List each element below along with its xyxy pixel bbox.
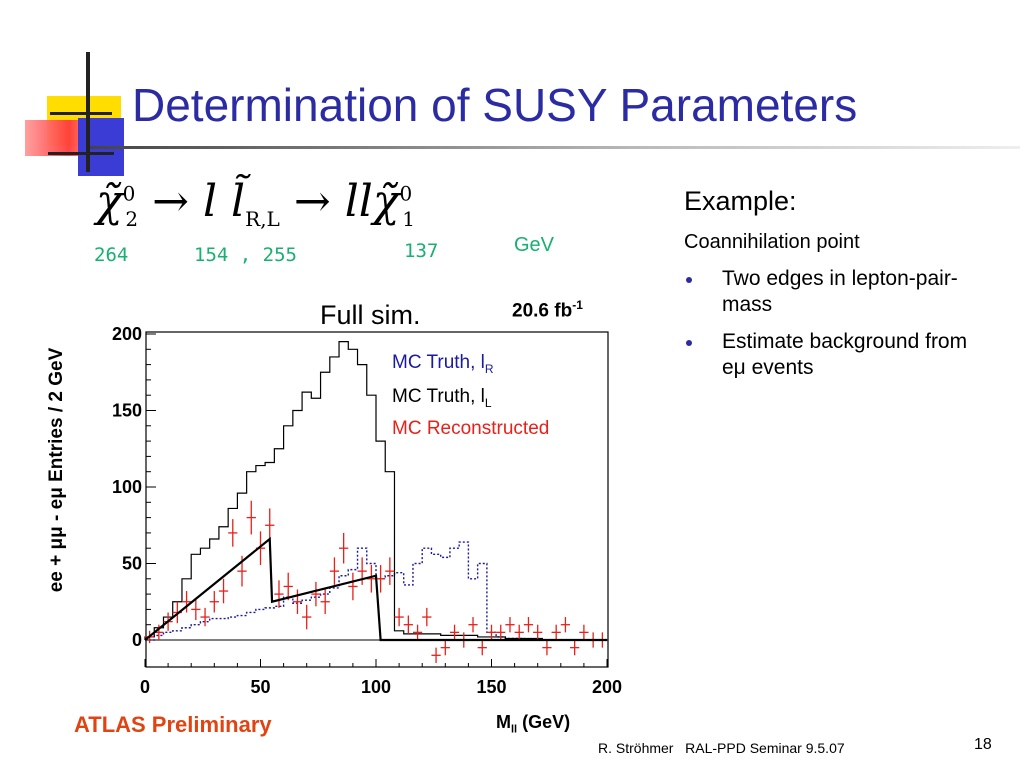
truth-r-histogram [145,541,607,641]
edge-fit-line [144,536,607,642]
logo-horizontal-line-top [50,112,112,115]
x-tick-label: 0 [140,677,150,697]
y-tick-label: 150 [112,401,142,421]
footer-text: R. Ströhmer RAL-PPD Seminar 9.5.07 [598,740,845,756]
legend-truth-r-sub: R [484,361,494,376]
x-axis-label: Mll (GeV) [496,712,570,736]
page-number: 18 [974,736,992,753]
legend-reco: MC Reconstructed [392,418,550,439]
mass-slepton: 154 , 255 [194,244,297,266]
bullet-item: Estimate background from eμ events [684,329,984,381]
atlas-preliminary-label: ATLAS Preliminary [74,712,272,737]
neutralino-2: χ̃02 [96,176,139,231]
y-tick-label: 50 [122,554,142,574]
title-underline [90,146,1020,149]
mass-neutralino-2: 264 [94,244,129,266]
bullet-list: Two edges in lepton-pair-mass Estimate b… [684,266,984,392]
plot-frame [145,331,609,668]
arrow-1: → [152,176,203,227]
y-tick-label: 0 [132,630,142,650]
x-axis-unit: (GeV) [522,712,571,732]
luminosity-label: 20.6 fb-1 [512,298,583,322]
slide-title: Determination of SUSY Parameters [132,79,858,131]
y-tick-label: 200 [112,324,142,344]
example-heading: Example: [684,186,797,216]
truth-l-histogram [144,341,607,641]
bullet-dot-icon [686,277,692,283]
example-subheading: Coannihilation point [684,231,860,253]
legend-truth-l-sub: L [484,395,492,410]
final-state: llχ̃01 [344,176,415,231]
bullet-text: Two edges in lepton-pair-mass [722,267,958,316]
decay-formula: χ̃02 → l l̃R,L → llχ̃01 [96,176,415,231]
x-tick-label: 100 [361,677,391,697]
legend-truth-r-text: MC Truth, l [392,352,485,373]
sim-label: Full sim. [320,300,421,330]
x-tick-label: 150 [476,677,506,697]
bullet-item: Two edges in lepton-pair-mass [684,266,984,318]
x-tick-label: 200 [592,677,622,697]
logo-horizontal-line-bottom [48,152,114,155]
y-tick-label: 100 [112,477,142,497]
mass-unit: GeV [514,234,555,256]
legend-truth-l-text: MC Truth, l [392,386,485,407]
bullet-dot-icon [686,340,692,346]
arrow-2: → [293,176,345,227]
legend-truth-l: MC Truth, lL [392,386,492,410]
legend-truth-r: MC Truth, lR [392,352,494,376]
x-tick-label: 50 [250,677,270,697]
bullet-text: Estimate background from eμ events [722,330,968,379]
luminosity-value: 20.6 fb [512,300,573,322]
y-axis-label: ee + μμ - eμ Entries / 2 GeV [46,347,67,593]
mass-neutralino-1: 137 [404,240,439,262]
x-axis-subscript: ll [511,723,518,736]
x-axis-symbol: M [496,712,511,732]
luminosity-exponent: -1 [572,298,583,312]
slepton: l l̃R,L [203,176,280,231]
